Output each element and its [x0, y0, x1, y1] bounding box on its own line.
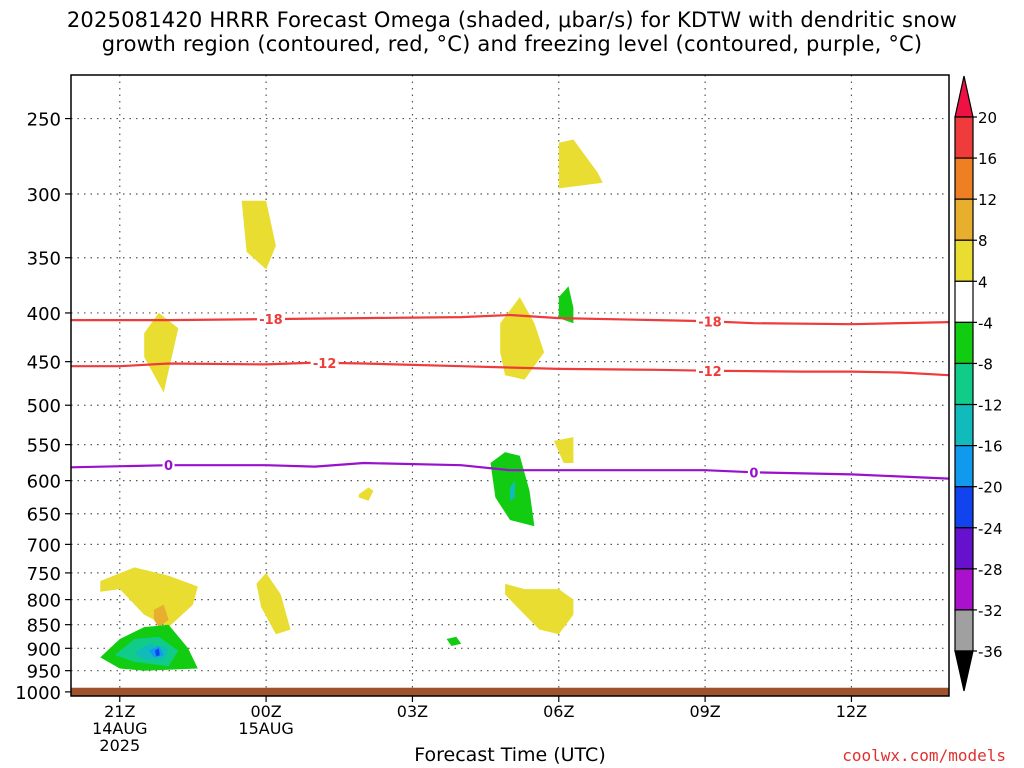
contour-label--18: -18 [259, 313, 283, 328]
y-tick-label-900: 900 [27, 639, 61, 660]
x-tick-label-10-0: 06Z [543, 702, 574, 721]
contour-line--18 [71, 313, 950, 326]
y-axis-pressure: 2503003504004505005506006507007508008509… [15, 110, 71, 704]
chart-title-line-1: 2025081420 HRRR Forecast Omega (shaded, … [66, 8, 958, 32]
contour-label--12: -12 [698, 365, 722, 380]
x-tick-label-1-2: 2025 [99, 736, 140, 755]
colorbar-tick-label-10: -24 [978, 520, 1003, 538]
y-tick-label-950: 950 [27, 662, 61, 683]
contour-label-bg [695, 313, 724, 330]
omega-region-10 [153, 604, 169, 628]
omega-region-18 [154, 648, 160, 657]
contour-label-bg [695, 362, 724, 379]
colorbar-box-4 [954, 280, 974, 323]
y-tick-label-450: 450 [27, 353, 61, 374]
colorbar-tick-label-7: -12 [978, 397, 1003, 415]
contour-label-0: 0 [749, 466, 758, 481]
contour-label-bg [747, 464, 760, 481]
colorbar-box-3 [954, 239, 974, 282]
plot-area-background [71, 75, 949, 696]
y-tick-label-850: 850 [27, 616, 61, 637]
colorbar-tick-label-0: 20 [978, 109, 997, 127]
y-tick-label-650: 650 [27, 505, 61, 526]
colorbar-box-8 [954, 445, 974, 488]
colorbar-tick-label-4: 4 [978, 273, 988, 291]
y-tick-label-500: 500 [27, 396, 61, 417]
contour-label-bg [256, 311, 285, 328]
site-credit[interactable]: coolwx.com/models [842, 746, 1006, 765]
colorbar-bottom-arrow [954, 650, 974, 692]
y-tick-label-600: 600 [27, 472, 61, 493]
y-tick-label-800: 800 [27, 591, 61, 612]
colorbar-box-7 [954, 403, 974, 447]
y-tick-label-750: 750 [27, 564, 61, 585]
y-tick-label-250: 250 [27, 110, 61, 131]
omega-region-6 [358, 487, 374, 501]
omega-region-0 [558, 139, 603, 189]
y-tick-label-300: 300 [27, 185, 61, 206]
colorbar-box-10 [954, 527, 974, 570]
x-axis-title: Forecast Time (UTC) [414, 744, 606, 766]
x-tick-label-4-1: 15AUG [238, 719, 293, 738]
colorbar-tick-label-12: -32 [978, 602, 1003, 620]
y-tick-label-700: 700 [27, 535, 61, 556]
x-tick-label-13-0: 09Z [689, 702, 720, 721]
contour-label-bg [162, 457, 175, 474]
colorbar-box-6 [954, 362, 974, 406]
colorbar-tick-label-9: -20 [978, 479, 1003, 497]
omega-region-12 [505, 583, 574, 635]
omega-colorbar: 20 16 12 8 4 -4 -8 -12 -16 -20 -24 -28 -32 -36 [954, 75, 1003, 692]
omega-region-8 [510, 480, 515, 501]
colorbar-tick-label-2: 12 [978, 191, 997, 209]
chart-title-line-2: growth region (contoured, red, °C) and f… [101, 32, 923, 56]
contour-label-0: 0 [164, 459, 173, 474]
colorbar-box-12 [954, 609, 974, 652]
temperature-contours: -18 -18 -12 -12 0 0 [70, 311, 950, 481]
chart-title: 2025081420 HRRR Forecast Omega (shaded, … [0, 8, 1024, 56]
x-tick-label-1-1: 14AUG [92, 719, 147, 738]
x-tick-label-16-0: 12Z [836, 702, 867, 721]
omega-region-4 [558, 286, 574, 324]
omega-region-11 [256, 572, 291, 635]
colorbar-tick-label-6: -8 [978, 355, 993, 373]
y-tick-label-350: 350 [27, 249, 61, 270]
colorbar-box-1 [954, 157, 974, 200]
colorbar-box-0 [954, 116, 974, 159]
y-tick-label-1000: 1000 [15, 683, 61, 704]
omega-region-2 [144, 312, 179, 393]
plot-area-border [70, 74, 950, 697]
colorbar-tick-label-11: -28 [978, 561, 1003, 579]
contour-line--12 [71, 361, 950, 377]
colorbar-tick-label-5: -4 [978, 314, 993, 332]
colorbar-tick-label-1: 16 [978, 150, 997, 168]
colorbar-tick-label-3: 8 [978, 232, 988, 250]
contour-label-bg [310, 354, 339, 371]
omega-region-3 [500, 297, 545, 380]
x-tick-label-4-0: 00Z [250, 702, 281, 721]
omega-region-13 [446, 636, 462, 646]
contour-label--12: -12 [313, 357, 337, 372]
omega-region-5 [553, 437, 574, 463]
x-tick-label-1-0: 21Z [104, 702, 135, 721]
ground-terrain [71, 687, 949, 696]
x-tick-label-7-0: 03Z [397, 702, 428, 721]
colorbar-top-arrow [954, 75, 974, 118]
omega-region-1 [241, 200, 276, 270]
colorbar-box-2 [954, 198, 974, 241]
colorbar-box-9 [954, 486, 974, 529]
omega-region-9 [100, 567, 198, 628]
y-tick-label-550: 550 [27, 436, 61, 457]
colorbar-tick-label-8: -16 [978, 438, 1003, 456]
y-tick-label-400: 400 [27, 304, 61, 325]
colorbar-tick-label-13: -36 [978, 643, 1003, 661]
colorbar-box-5 [954, 321, 974, 365]
colorbar-box-11 [954, 568, 974, 611]
contour-label--18: -18 [698, 315, 722, 330]
